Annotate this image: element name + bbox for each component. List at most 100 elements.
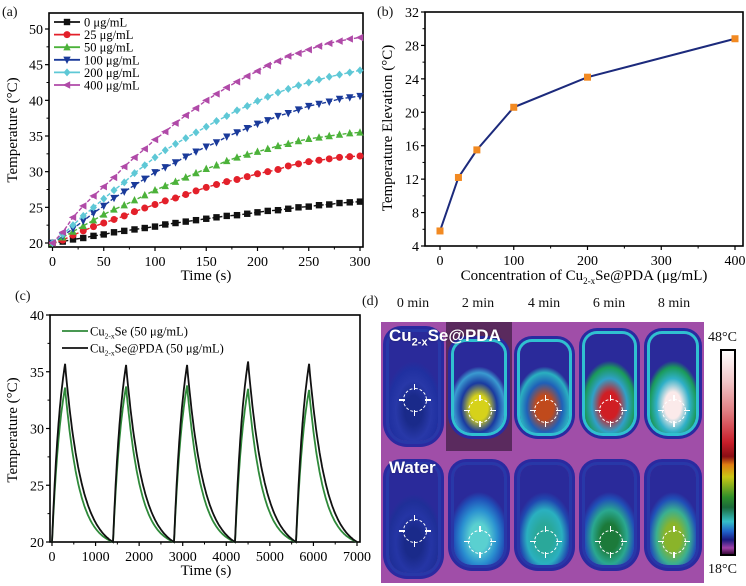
- x-tick-label: 2000: [125, 550, 153, 565]
- crosshair-icon: [658, 525, 690, 558]
- data-point: [243, 102, 251, 111]
- data-point: [264, 144, 272, 153]
- data-point: [90, 203, 97, 212]
- data-point: [110, 215, 118, 223]
- data-point: [274, 141, 282, 150]
- x-tick-label: 0: [49, 255, 56, 270]
- crosshair-tick: [544, 394, 546, 401]
- time-label: 4 min: [527, 296, 561, 311]
- crosshair-icon: [594, 525, 627, 558]
- data-point: [202, 122, 210, 131]
- data-point: [120, 162, 128, 171]
- data-point: [274, 112, 282, 121]
- data-point: [336, 199, 343, 207]
- data-point: [325, 155, 333, 163]
- y-tick-label: 50: [29, 23, 43, 38]
- x-tick-label: 300: [350, 255, 371, 270]
- data-point: [223, 156, 231, 165]
- data-point: [192, 128, 200, 137]
- data-point: [305, 158, 313, 166]
- panel-label-b: (b): [377, 5, 394, 20]
- data-point: [79, 202, 87, 210]
- data-point: [90, 223, 97, 231]
- data-point: [80, 234, 87, 242]
- crosshair-tick: [398, 399, 405, 401]
- data-point: [172, 219, 179, 227]
- legend-marker: [63, 43, 71, 51]
- crosshair-tick: [658, 540, 664, 543]
- data-point: [346, 94, 354, 102]
- data-point: [213, 117, 220, 126]
- data-point: [223, 178, 231, 186]
- y-tick-label: 12: [405, 173, 419, 188]
- data-point: [141, 161, 149, 170]
- data-point: [346, 128, 354, 137]
- legend-label: 400 μg/mL: [84, 79, 140, 93]
- legend-marker: [63, 68, 71, 77]
- data-point: [254, 97, 261, 106]
- data-point: [233, 176, 241, 184]
- y-tick-label: 30: [29, 166, 43, 181]
- y-tick-label: 45: [29, 59, 43, 74]
- y-axis-title: Temperature Elevation (°C): [380, 45, 396, 212]
- legend-marker: [63, 18, 71, 26]
- data-point: [232, 78, 241, 86]
- crosshair-tick: [479, 551, 481, 558]
- data-point: [325, 39, 333, 47]
- time-label: 0 min: [396, 296, 430, 311]
- data-point: [202, 164, 210, 173]
- data-point: [79, 227, 87, 235]
- data-point: [584, 73, 591, 81]
- data-point: [346, 153, 354, 161]
- crosshair-tick: [490, 409, 496, 412]
- y-tick-label: 25: [30, 479, 44, 494]
- data-point: [243, 173, 251, 181]
- crosshair-tick: [609, 394, 611, 401]
- data-point: [58, 228, 66, 236]
- data-point: [315, 100, 323, 109]
- crosshair-tick: [464, 409, 470, 412]
- data-point: [284, 162, 292, 170]
- crosshair-tick: [490, 540, 496, 543]
- legend-marker: [63, 56, 71, 64]
- thermal-cell: [446, 322, 513, 451]
- data-point: [202, 143, 210, 151]
- data-point: [151, 169, 159, 177]
- data-point: [100, 210, 108, 218]
- data-point: [162, 221, 169, 228]
- data-point: [171, 159, 180, 167]
- thermal-cell: [642, 322, 704, 451]
- series-4: [49, 66, 364, 247]
- data-point: [141, 204, 149, 212]
- x-tick-label: 7000: [343, 550, 371, 565]
- data-point: [212, 161, 221, 169]
- crosshair-tick: [413, 384, 415, 391]
- crosshair-tick: [544, 525, 546, 532]
- data-point: [202, 96, 210, 105]
- data-point: [346, 68, 354, 77]
- data-point: [120, 200, 128, 209]
- thermal-cell: [512, 451, 578, 583]
- data-point: [264, 168, 272, 176]
- data-point: [100, 202, 108, 211]
- data-point: [233, 129, 241, 137]
- x-tick-label: 50: [97, 255, 111, 270]
- data-point: [315, 201, 323, 209]
- data-point: [510, 103, 518, 111]
- data-point: [69, 221, 77, 230]
- crosshair-tick: [464, 540, 470, 543]
- x-tick-label: 200: [247, 255, 268, 270]
- crosshair-icon: [658, 394, 690, 427]
- x-tick-label: 150: [196, 255, 217, 270]
- x-tick-label: 1000: [82, 550, 110, 565]
- y-tick-label: 40: [30, 309, 44, 324]
- data-point: [346, 199, 353, 206]
- data-point: [274, 166, 282, 174]
- data-point: [172, 194, 179, 202]
- data-point: [100, 219, 108, 227]
- data-point: [151, 186, 159, 194]
- data-point: [182, 173, 190, 181]
- x-tick-label: 5000: [256, 550, 284, 565]
- data-point: [335, 130, 344, 138]
- data-point: [89, 215, 98, 224]
